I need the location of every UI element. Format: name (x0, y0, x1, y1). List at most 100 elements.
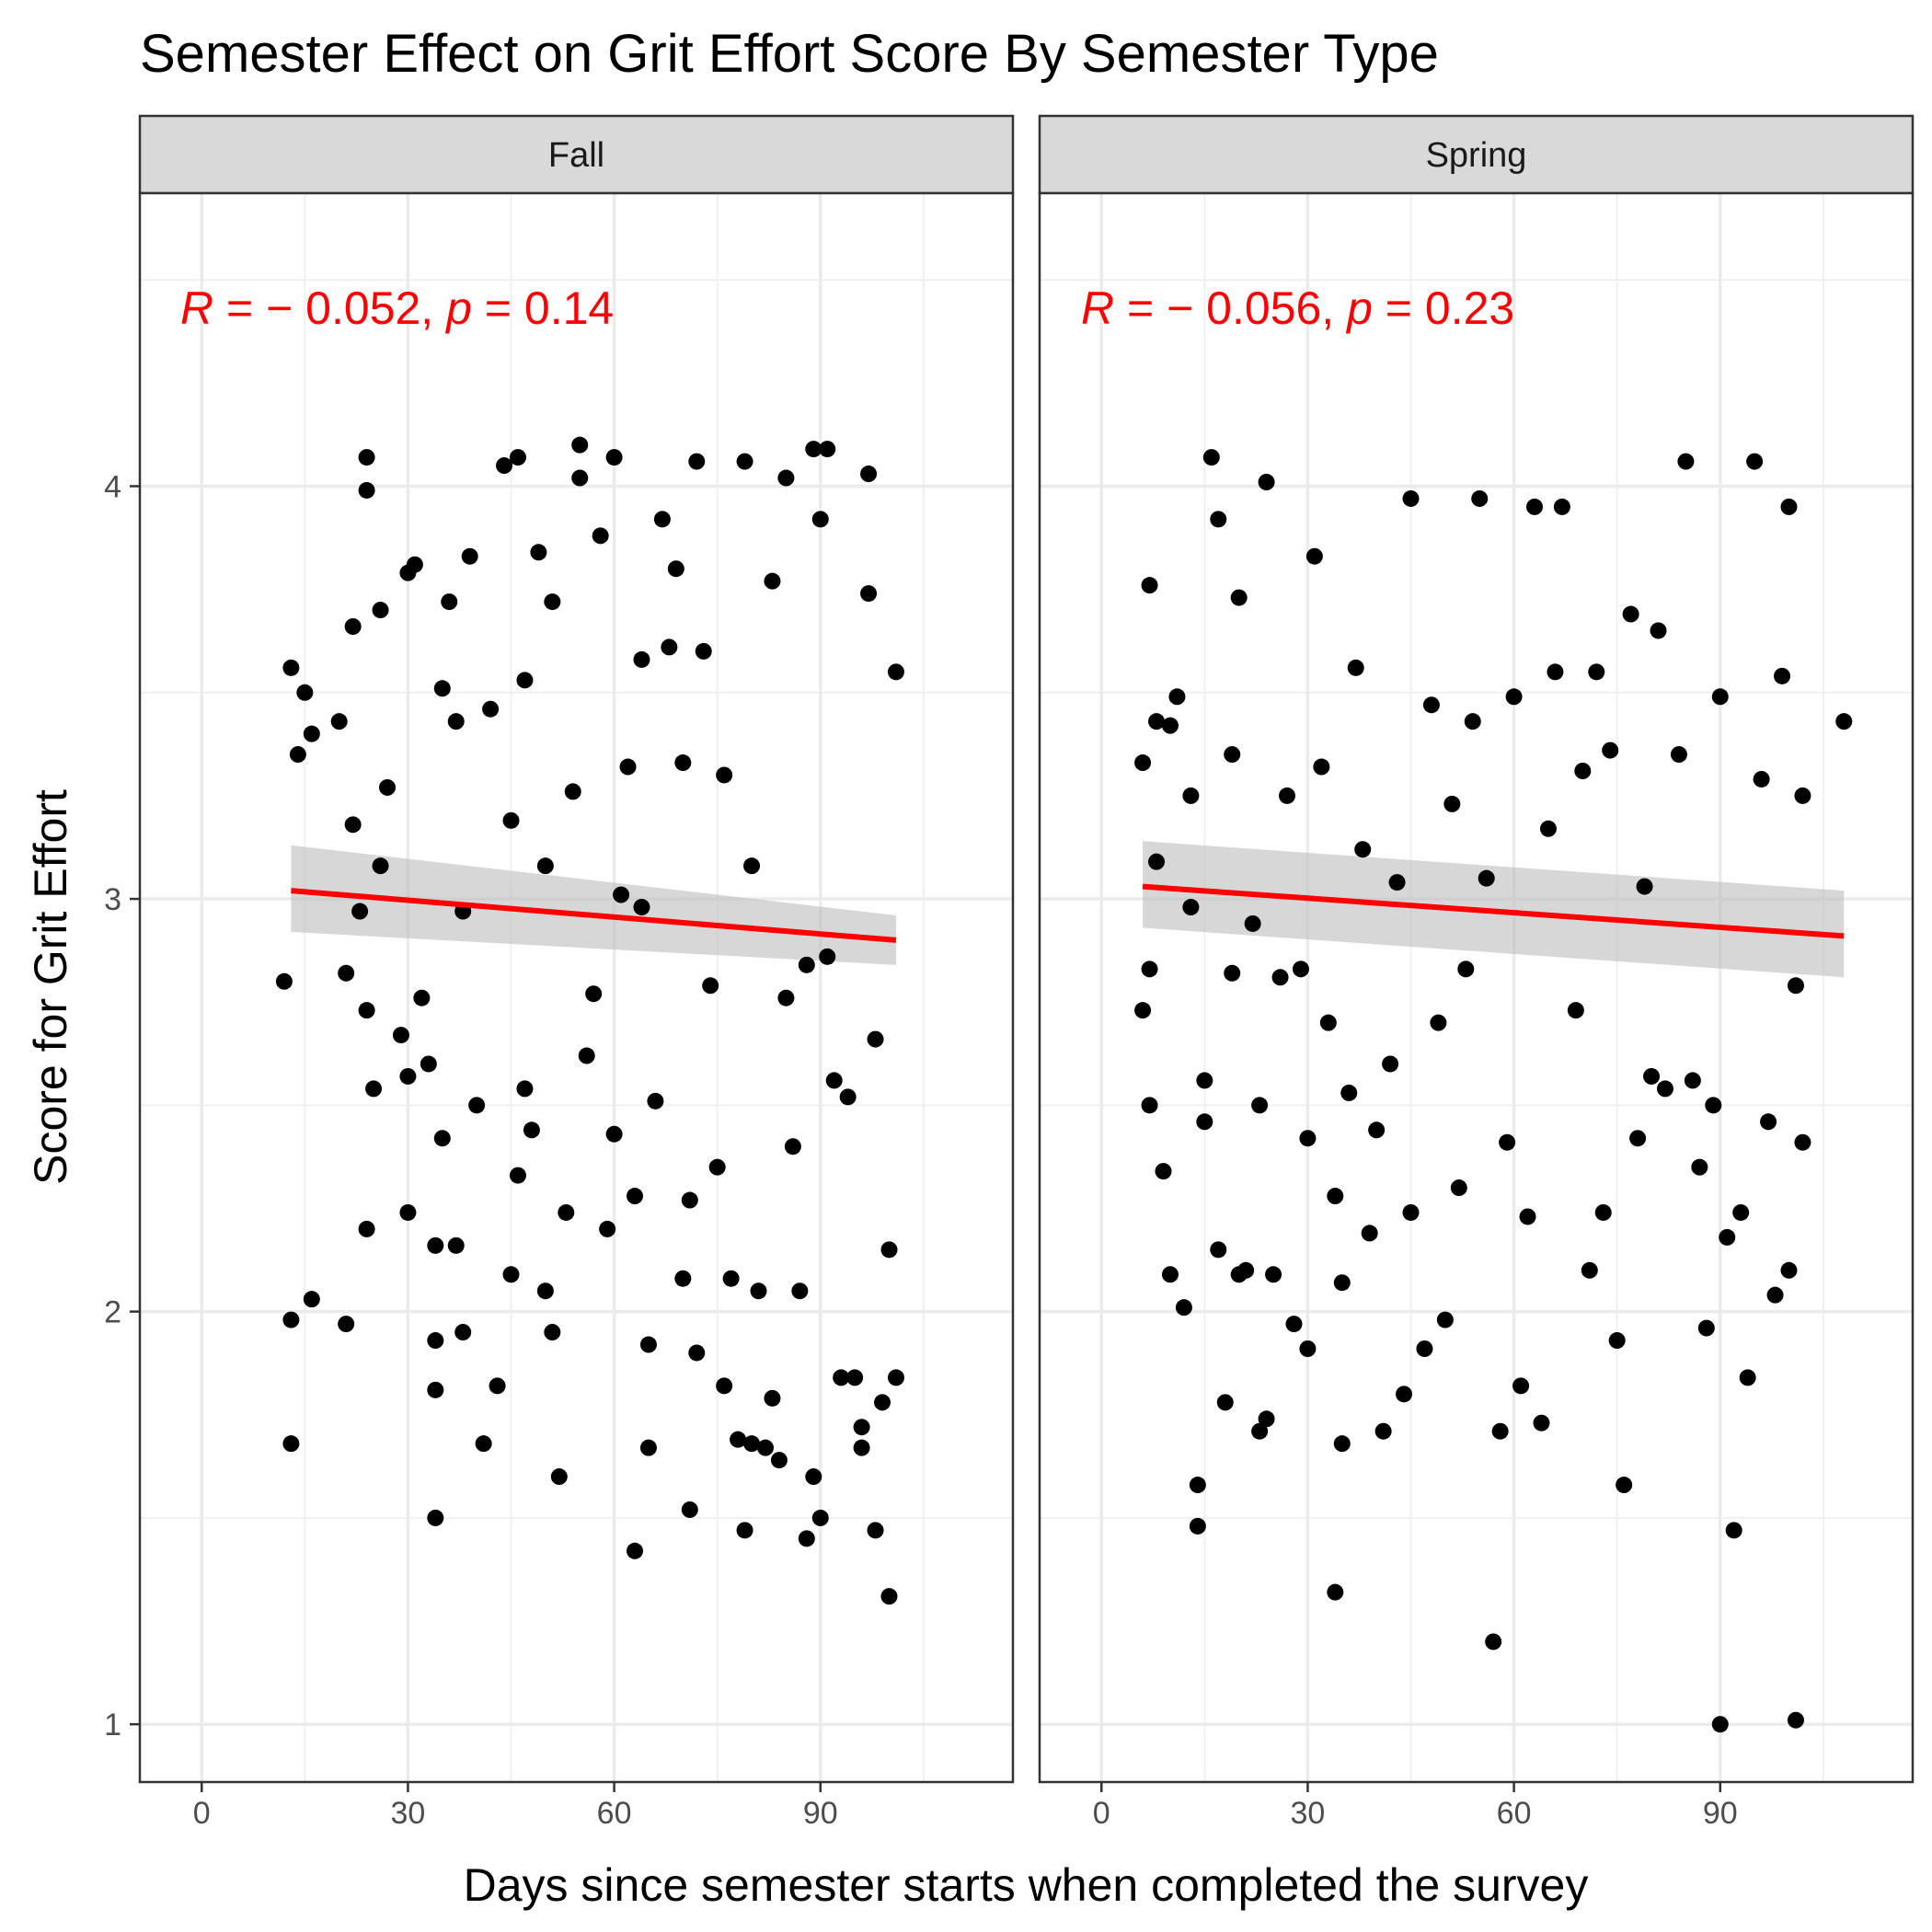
data-point (427, 1509, 444, 1526)
data-point (447, 713, 465, 730)
data-point (585, 985, 603, 1003)
data-point (1588, 663, 1605, 681)
data-point (1305, 547, 1323, 565)
data-point (1210, 511, 1227, 528)
data-point (516, 1080, 534, 1098)
data-point (716, 1377, 733, 1395)
data-point (633, 650, 650, 668)
data-point (627, 1188, 644, 1205)
data-point (1251, 1097, 1269, 1114)
data-point (1787, 977, 1804, 995)
data-point (1361, 1225, 1378, 1242)
correlation-annotation-spring: R = − 0.056, p = 0.23 (1081, 282, 1514, 334)
facet-strip-fall (138, 114, 1015, 195)
data-point (1553, 498, 1570, 515)
data-point (880, 1241, 898, 1259)
data-point (743, 1435, 761, 1453)
data-point (351, 903, 369, 920)
data-point (1354, 841, 1372, 858)
data-point (536, 1282, 554, 1300)
data-point (887, 663, 904, 681)
r-value: = − 0.052, (213, 282, 446, 334)
y-tick-label: 1 (104, 1708, 121, 1742)
facet-label-spring: Spring (1426, 136, 1527, 175)
data-point (730, 1431, 747, 1448)
data-point (392, 1027, 409, 1044)
data-point (1636, 878, 1653, 895)
data-point (1196, 1113, 1213, 1131)
data-point (853, 1419, 870, 1436)
data-point (1616, 1477, 1633, 1494)
data-point (1512, 1377, 1530, 1395)
regression-line (1142, 883, 1845, 939)
data-point (1265, 1266, 1282, 1283)
data-point (702, 977, 719, 995)
data-point (764, 572, 781, 590)
data-point (289, 746, 306, 764)
data-point (1402, 1203, 1420, 1221)
data-point (1794, 787, 1811, 804)
data-point (811, 511, 829, 528)
p-value: = 0.14 (472, 282, 614, 334)
data-point (592, 527, 609, 545)
data-point (722, 1270, 740, 1287)
data-point (571, 469, 589, 487)
data-point (399, 1067, 417, 1085)
data-point (1594, 1203, 1612, 1221)
data-point (1271, 969, 1289, 986)
data-point (358, 1002, 375, 1019)
points-spring (1134, 449, 1853, 1733)
facet-strip-spring (1038, 114, 1915, 195)
facet-label-fall: Fall (548, 136, 604, 175)
data-point (1189, 1477, 1206, 1494)
data-point (544, 1324, 561, 1341)
data-point (1622, 605, 1639, 623)
data-point (1471, 489, 1489, 507)
data-point (1491, 1422, 1509, 1440)
data-point (571, 436, 589, 454)
data-point (1719, 1228, 1736, 1246)
data-point (1416, 1340, 1433, 1357)
data-point (338, 1316, 355, 1333)
data-point (1499, 1133, 1516, 1151)
data-point (536, 857, 554, 875)
data-point (1608, 1332, 1626, 1350)
data-point (1244, 914, 1261, 932)
data-point (1148, 853, 1166, 870)
data-point (1670, 746, 1687, 764)
data-point (1629, 1130, 1647, 1147)
data-point (1202, 449, 1220, 466)
data-point (777, 989, 795, 1006)
panel-background (1040, 193, 1913, 1782)
data-point (846, 1369, 864, 1386)
data-point (358, 481, 375, 499)
data-point (1161, 1266, 1179, 1283)
data-point (1478, 869, 1495, 887)
data-point (736, 453, 753, 470)
data-point (420, 1055, 437, 1073)
data-point (599, 1220, 616, 1237)
data-point (1347, 659, 1364, 676)
data-point (1258, 474, 1275, 490)
data-point (708, 1158, 726, 1176)
data-point (805, 1468, 822, 1486)
data-point (447, 1236, 465, 1254)
data-point (681, 1501, 698, 1518)
data-point (399, 1203, 417, 1221)
data-point (489, 1377, 506, 1395)
data-point (558, 1203, 575, 1221)
data-point (1711, 688, 1729, 706)
data-point (1780, 498, 1798, 515)
x-tick-label: 0 (193, 1796, 211, 1831)
x-axis-fall: 0 30 60 90 (193, 1782, 838, 1831)
data-point (1279, 787, 1296, 804)
data-point (661, 638, 678, 656)
data-point (1436, 1311, 1454, 1328)
data-point (1182, 899, 1200, 916)
data-point (303, 1291, 320, 1308)
data-point (681, 1191, 698, 1209)
data-point (798, 956, 815, 973)
data-point (1340, 1084, 1358, 1101)
data-point (482, 700, 500, 718)
data-point (441, 593, 458, 611)
